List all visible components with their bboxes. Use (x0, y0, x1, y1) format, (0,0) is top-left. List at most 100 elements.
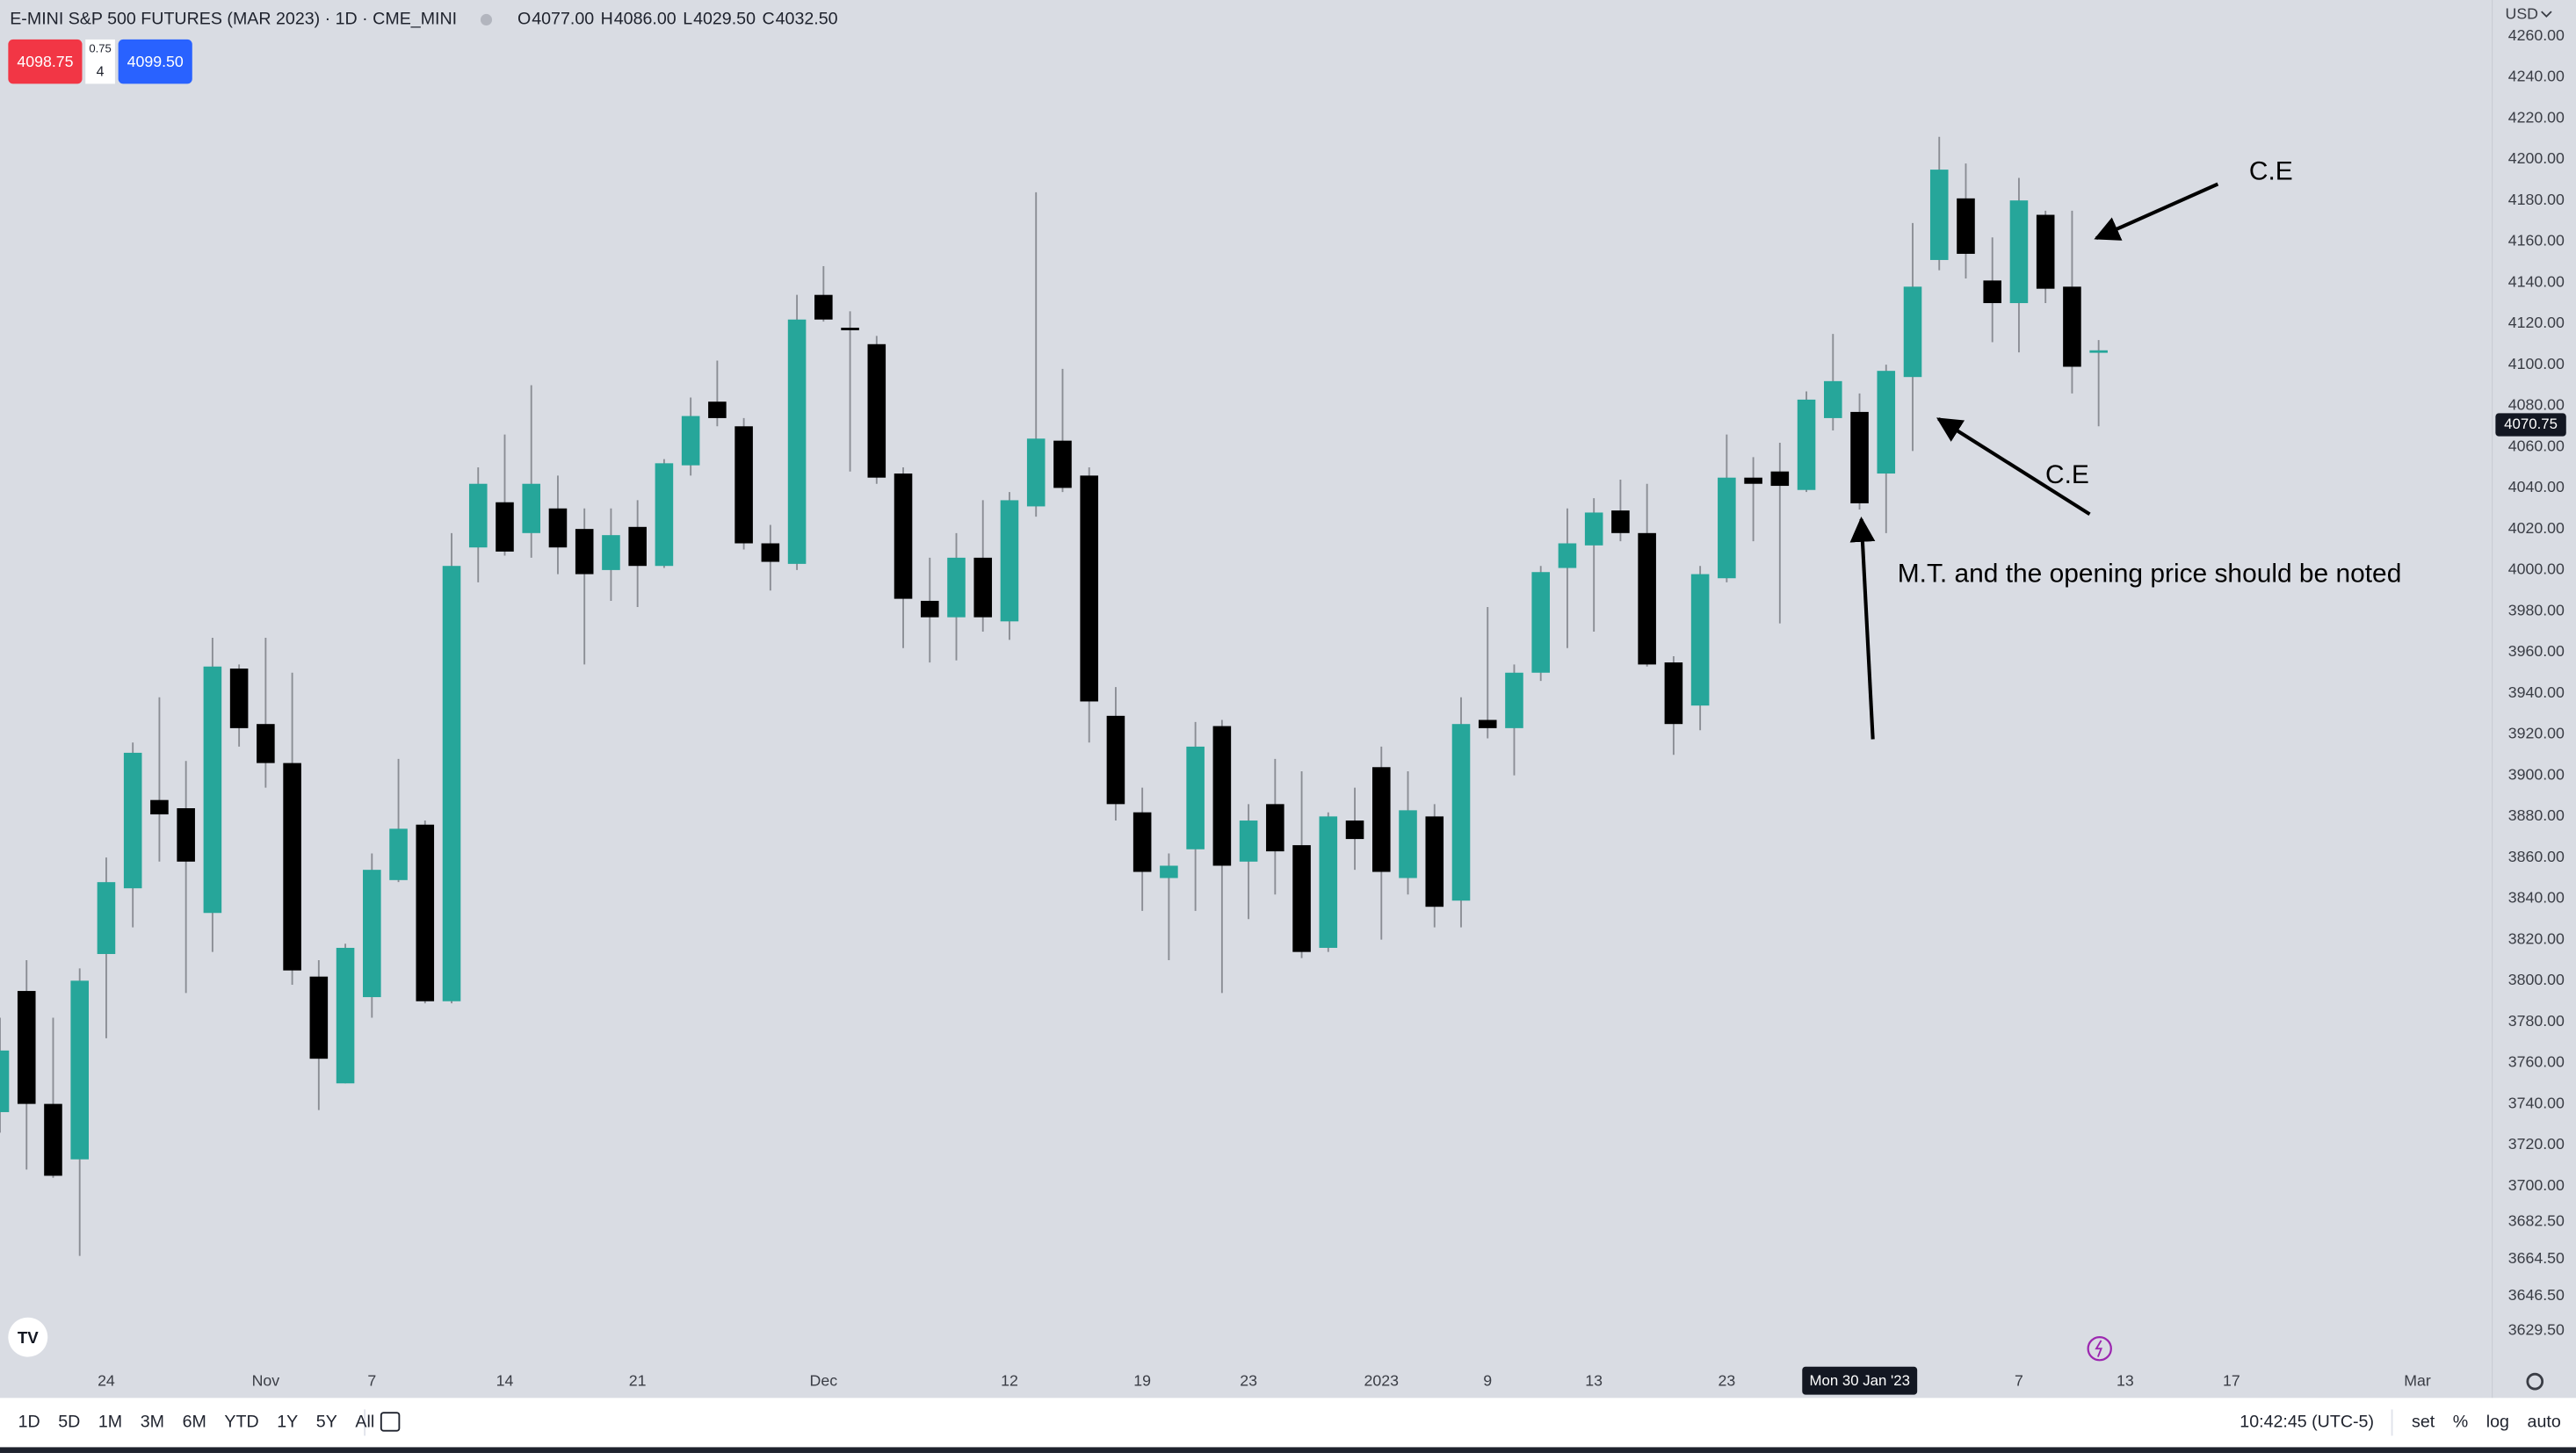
x-tick-label: Nov (252, 1371, 280, 1389)
candle-body (1611, 510, 1630, 533)
axis-option[interactable]: auto (2528, 1413, 2561, 1432)
annotation-text: C.E (2045, 460, 2089, 489)
candle-body (1239, 820, 1258, 862)
candle-body (1266, 804, 1284, 852)
candle-body (2063, 286, 2081, 367)
y-tick-label: 4220.00 (2508, 108, 2565, 126)
candle-body (787, 319, 807, 564)
x-tick-label: Dec (810, 1371, 838, 1389)
candle-body (1319, 816, 1338, 948)
candle-body (1478, 719, 1497, 728)
y-tick-label: 4080.00 (2508, 396, 2565, 414)
range-button[interactable]: 1M (98, 1413, 122, 1432)
candle-body (655, 463, 674, 567)
y-tick-label: 3940.00 (2508, 683, 2565, 701)
buy-price[interactable]: 4099.50 (127, 53, 184, 70)
y-tick-label: 3780.00 (2508, 1012, 2565, 1030)
candle-body (522, 483, 541, 533)
candle-body (336, 947, 355, 1084)
candle-body (920, 600, 939, 618)
symbol-title: E-MINI S&P 500 FUTURES (MAR 2023) · 1D ·… (10, 10, 457, 29)
buy-button[interactable] (118, 39, 192, 84)
window-edge (0, 1447, 2576, 1453)
x-tick-label: 23 (1718, 1371, 1735, 1389)
last-price-label: 4070.75 (2504, 416, 2558, 432)
y-tick-label: 4260.00 (2508, 26, 2565, 44)
range-button[interactable]: 5D (58, 1413, 80, 1432)
events-icon[interactable] (2087, 1336, 2112, 1362)
ohlc-key: C (762, 10, 774, 29)
y-tick-label: 3646.50 (2508, 1286, 2565, 1304)
y-tick-label: 3682.50 (2508, 1212, 2565, 1230)
currency-caret (2541, 11, 2552, 18)
candle-body (894, 473, 913, 599)
currency[interactable]: USD (2506, 5, 2538, 23)
candle-body (1212, 726, 1232, 866)
range-button[interactable]: 1D (18, 1413, 40, 1432)
quantity[interactable]: 4 (97, 65, 105, 80)
date-range-icon[interactable] (380, 1412, 401, 1432)
tradingview-logo[interactable] (8, 1317, 48, 1357)
range-button[interactable]: 5Y (316, 1413, 337, 1432)
y-tick-label: 4140.00 (2508, 272, 2565, 290)
candle-body (1186, 746, 1205, 849)
candle-body (442, 566, 461, 1001)
sell-price[interactable]: 4098.75 (17, 53, 73, 70)
range-button[interactable]: 1Y (277, 1413, 298, 1432)
ohlc-key: O (517, 10, 531, 29)
ohlc-value: 4077.00 (532, 10, 594, 29)
y-tick-label: 3840.00 (2508, 889, 2565, 907)
candle-body (1744, 477, 1762, 484)
x-tick-label: Mar (2404, 1371, 2431, 1389)
candle-body (468, 483, 488, 548)
candle-body (70, 980, 89, 1160)
candle-body (867, 343, 886, 478)
axis-option[interactable]: set (2412, 1413, 2435, 1432)
x-tick-label: 17 (2223, 1371, 2240, 1389)
y-tick-label: 4040.00 (2508, 478, 2565, 495)
range-button[interactable]: 6M (183, 1413, 206, 1432)
candle-body (1929, 170, 1949, 260)
candle-body (681, 416, 700, 466)
candle-body (1106, 715, 1125, 805)
y-tick-label: 4000.00 (2508, 560, 2565, 578)
ohlc-value: 4032.50 (776, 10, 838, 29)
axis-option[interactable]: % (2453, 1413, 2468, 1432)
candle-body (841, 328, 859, 330)
range-button[interactable]: All (355, 1413, 374, 1432)
y-tick-label: 3880.00 (2508, 806, 2565, 824)
y-tick-label: 4160.00 (2508, 232, 2565, 249)
range-button[interactable]: 3M (141, 1413, 164, 1432)
annotation-arrow (1849, 517, 1876, 740)
quantity-box[interactable] (85, 39, 115, 84)
candle-body (1372, 767, 1391, 872)
candle-body (1425, 816, 1444, 907)
candle-body (309, 976, 329, 1059)
y-tick-label: 3820.00 (2508, 929, 2565, 947)
annotation-arrow (1936, 417, 2091, 517)
candle-body (123, 752, 142, 889)
ohlc-value: 4086.00 (614, 10, 677, 29)
sell-button[interactable] (8, 39, 83, 84)
candle-body (1903, 286, 1922, 378)
range-button[interactable]: YTD (224, 1413, 258, 1432)
candle-body (1824, 380, 1842, 418)
candle-body (1531, 572, 1550, 673)
candle-body (283, 763, 301, 971)
candle-body (1957, 198, 1975, 254)
candle-body (1160, 865, 1178, 878)
candle-body (203, 666, 222, 914)
candle-body (1690, 574, 1710, 706)
candle-body (1664, 662, 1683, 725)
x-tick-label: 23 (1240, 1371, 1257, 1389)
clock[interactable]: 10:42:45 (UTC-5) (2240, 1413, 2374, 1432)
candle-body (1399, 810, 1417, 878)
settings-icon[interactable] (2526, 1372, 2544, 1391)
candle-body (416, 824, 435, 1001)
annotation-text: C.E (2249, 156, 2293, 185)
y-tick-label: 4100.00 (2508, 355, 2565, 372)
axis-option[interactable]: log (2486, 1413, 2509, 1432)
x-tick-label: 7 (367, 1371, 376, 1389)
